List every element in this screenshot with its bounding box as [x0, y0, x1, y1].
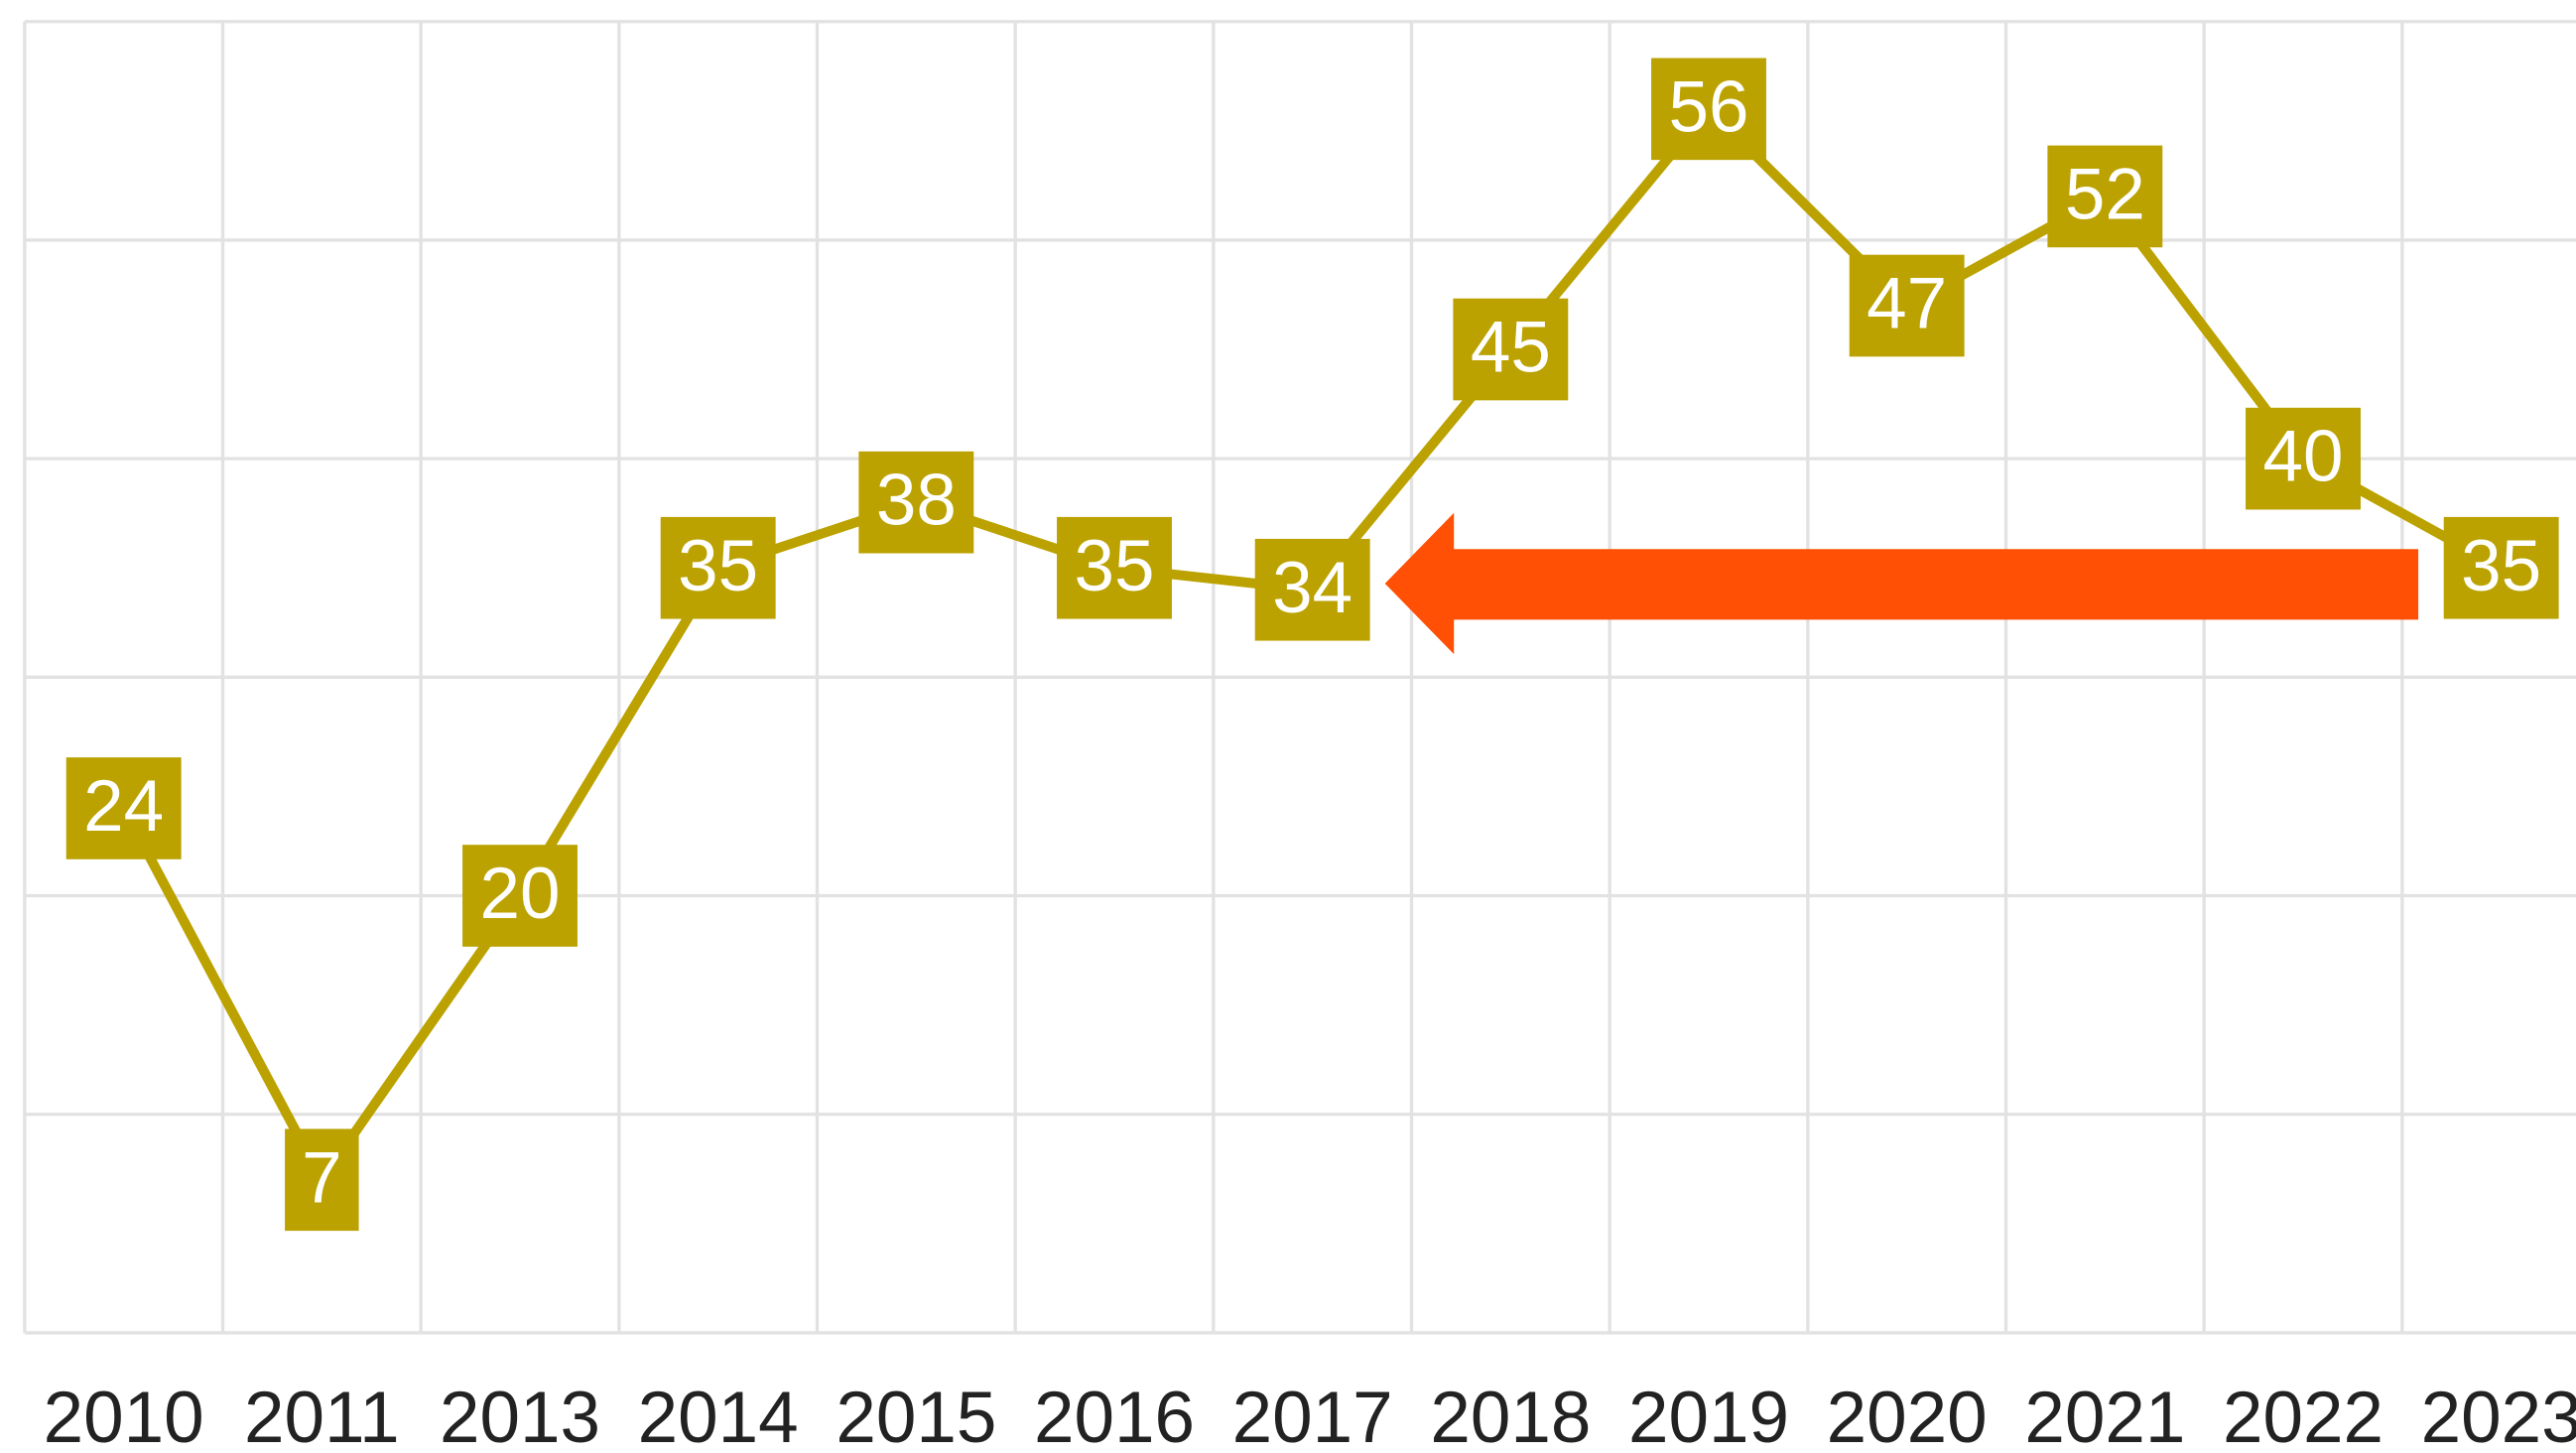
data-label: 35 [1074, 526, 1154, 606]
data-label: 20 [479, 854, 560, 934]
x-tick-label: 2014 [638, 1378, 799, 1453]
data-label: 52 [2065, 154, 2145, 234]
data-label: 7 [302, 1137, 342, 1218]
x-tick-label: 2020 [1827, 1378, 1988, 1453]
marker [1651, 58, 1766, 161]
marker [462, 845, 578, 947]
marker [1849, 254, 1965, 357]
marker [2047, 145, 2163, 248]
x-tick-label: 2021 [2024, 1378, 2185, 1453]
data-label: 47 [1867, 264, 1947, 344]
x-tick-label: 2022 [2223, 1378, 2383, 1453]
arrow-annotation [1384, 512, 2419, 655]
marker [660, 516, 776, 619]
x-tick-label: 2011 [244, 1378, 400, 1453]
marker [1254, 538, 1370, 641]
grid [23, 20, 2576, 1335]
data-label: 35 [2461, 526, 2541, 606]
x-tick-label: 2018 [1430, 1378, 1591, 1453]
x-tick-label: 2010 [44, 1378, 204, 1453]
data-label: 56 [1668, 66, 1748, 147]
data-label: 38 [876, 461, 957, 541]
x-tick-label: 2013 [440, 1378, 600, 1453]
x-tick-label: 2019 [1628, 1378, 1789, 1453]
marker [858, 451, 974, 554]
marker [1453, 298, 1569, 401]
marker [65, 757, 182, 859]
data-label: 45 [1471, 308, 1551, 388]
x-tick-label: 2015 [836, 1378, 996, 1453]
data-label: 24 [83, 766, 164, 847]
marker [2443, 516, 2559, 619]
marker [285, 1128, 359, 1232]
marker [1057, 516, 1172, 619]
marker [2246, 407, 2361, 510]
x-tick-label: 2017 [1232, 1378, 1393, 1453]
data-labels: 24 7 20 35 38 35 34 45 56 47 52 40 35 [65, 58, 2559, 1232]
x-tick-label: 2023 [2421, 1378, 2576, 1453]
data-label: 34 [1272, 548, 1352, 628]
x-tick-label: 2016 [1034, 1378, 1195, 1453]
data-label: 40 [2262, 417, 2343, 497]
x-axis: 2010 2011 2013 2014 2015 2016 2017 2018 2019 2020… [44, 1378, 2576, 1453]
data-label: 35 [678, 526, 758, 606]
